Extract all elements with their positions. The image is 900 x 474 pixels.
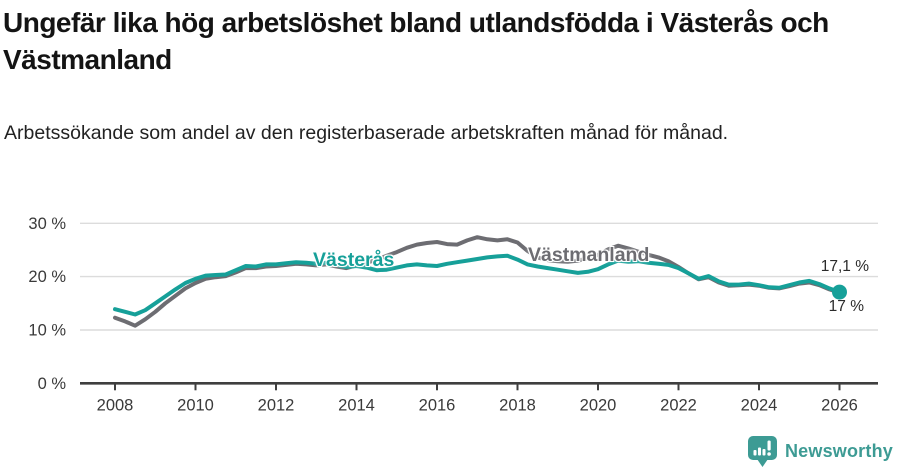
newsworthy-logo: Newsworthy [747, 435, 893, 468]
end-value-label-vastmanland: 17 % [828, 298, 864, 315]
x-tick-label: 2010 [177, 396, 214, 414]
series-line [113, 235, 842, 328]
y-tick-label: 30 % [28, 215, 66, 233]
chart-title: Ungefär lika hög arbetslöshet bland utla… [3, 7, 829, 75]
y-tick-label: 10 % [28, 322, 66, 340]
y-tick-label: 20 % [28, 268, 66, 286]
x-tick-label: 2012 [258, 396, 295, 414]
x-tick-label: 2008 [97, 396, 134, 414]
series-label-vastmanland: Västmanland [528, 244, 650, 266]
x-tick-label: 2014 [338, 396, 375, 414]
x-tick-label: 2016 [419, 396, 456, 414]
series-label-vasteras: Västerås [313, 249, 395, 271]
newsworthy-logo-icon [747, 436, 777, 467]
x-tick-label: 2022 [660, 396, 697, 414]
series-line [113, 253, 842, 317]
x-tick-label: 2018 [499, 396, 536, 414]
x-tick-label: 2026 [821, 396, 858, 414]
newsworthy-logo-text: Newsworthy [784, 441, 893, 461]
last-point-dot [832, 284, 847, 300]
x-tick-label: 2020 [580, 396, 617, 414]
y-tick-label: 0 % [38, 375, 67, 393]
x-tick-label: 2024 [741, 396, 778, 414]
chart-subtitle: Arbetssökande som andel av den registerb… [4, 122, 729, 144]
end-value-label-vasteras: 17,1 % [820, 258, 869, 275]
